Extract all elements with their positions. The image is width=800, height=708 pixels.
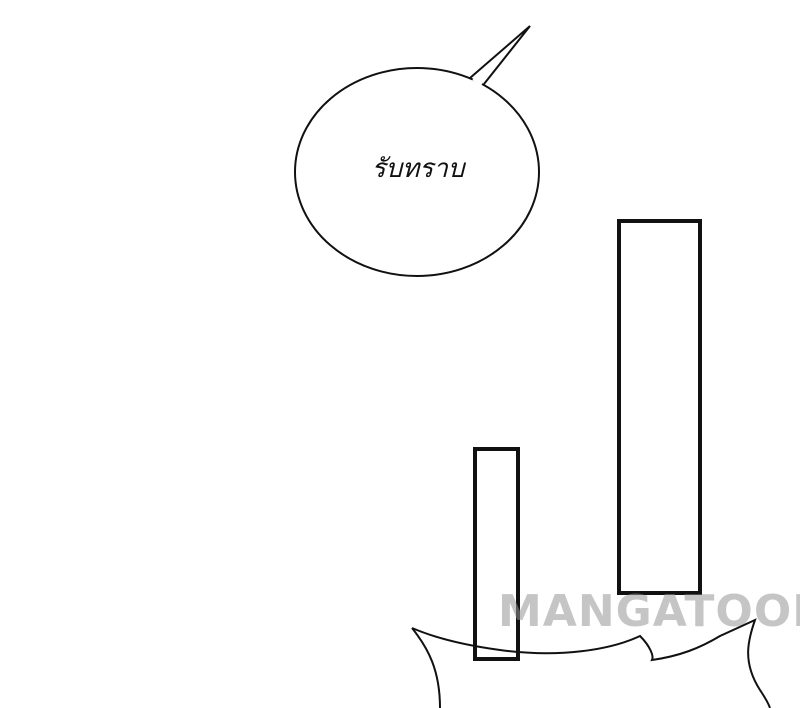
wavy-ground-left: [411, 627, 441, 708]
speech-bubble: [294, 67, 540, 277]
wavy-ground: [411, 618, 771, 708]
tall-pillar: [617, 219, 702, 595]
speech-bubble-text: รับทราบ: [371, 154, 465, 184]
mangatoon-watermark: MANGATOON: [498, 586, 800, 637]
short-pillar: [473, 447, 520, 661]
speech-bubble-tail: [469, 25, 531, 85]
